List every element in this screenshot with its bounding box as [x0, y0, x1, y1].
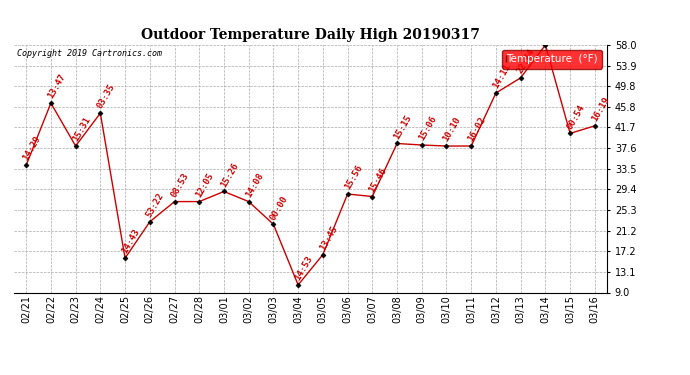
Text: 08:53: 08:53	[170, 171, 190, 199]
Text: 03:35: 03:35	[95, 82, 117, 110]
Text: Copyright 2019 Cartronics.com: Copyright 2019 Cartronics.com	[17, 49, 161, 58]
Text: 16:02: 16:02	[466, 116, 487, 143]
Text: 13:47: 13:47	[46, 72, 67, 100]
Text: 10:10: 10:10	[442, 116, 463, 143]
Legend: Temperature  (°F): Temperature (°F)	[502, 50, 602, 69]
Text: 14:43: 14:43	[120, 228, 141, 255]
Text: 14:08: 14:08	[244, 171, 265, 199]
Text: 15:06: 15:06	[417, 114, 438, 142]
Text: 15:56: 15:56	[342, 164, 364, 191]
Text: 13:45: 13:45	[318, 224, 339, 252]
Text: 16:19: 16:19	[590, 95, 611, 123]
Title: Outdoor Temperature Daily High 20190317: Outdoor Temperature Daily High 20190317	[141, 28, 480, 42]
Text: 00:54: 00:54	[565, 103, 586, 130]
Text: 22:44: 22:44	[515, 47, 537, 75]
Text: 14:53: 14:53	[293, 254, 315, 282]
Text: 00:00: 00:00	[268, 194, 290, 222]
Text: 12:05: 12:05	[194, 171, 215, 199]
Text: 15:31: 15:31	[70, 116, 92, 143]
Text: 15:15: 15:15	[392, 113, 413, 141]
Text: 15:26: 15:26	[219, 161, 240, 189]
Text: 15:46: 15:46	[367, 166, 388, 194]
Text: 14:11: 14:11	[491, 62, 512, 90]
Text: 53:22: 53:22	[145, 191, 166, 219]
Text: 14:29: 14:29	[21, 135, 42, 162]
